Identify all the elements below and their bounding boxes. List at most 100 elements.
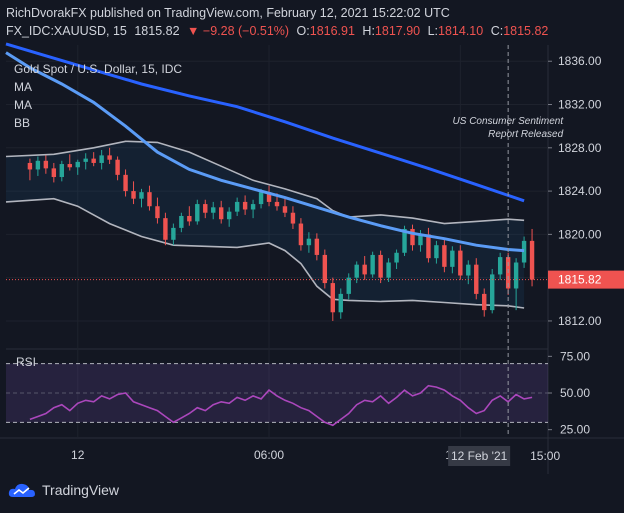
bb-fill	[6, 141, 525, 308]
candle-body	[67, 164, 72, 168]
candle-body	[378, 254, 383, 278]
candle-body	[131, 191, 136, 199]
legend-title: Gold Spot / U.S. Dollar, 15, IDC	[14, 62, 183, 76]
legend-ma-slow[interactable]: MA	[14, 98, 32, 112]
candle-body	[35, 160, 41, 170]
candle-body	[466, 264, 471, 276]
candle-body	[322, 254, 328, 284]
last-price: 1815.82	[134, 24, 180, 38]
rsi-tick-label: 50.00	[560, 386, 590, 400]
candle-body	[234, 201, 240, 212]
rsi-label: RSI	[16, 355, 36, 369]
candle-body	[402, 228, 407, 253]
candle-body	[458, 250, 463, 276]
candle-body	[163, 218, 168, 240]
open-value: 1816.91	[309, 24, 355, 38]
price-change: −9.28 (−0.51%)	[202, 24, 290, 38]
candle-body	[195, 204, 200, 222]
high-value: 1817.90	[374, 24, 421, 38]
candle-body	[346, 277, 351, 294]
candle-body	[418, 234, 423, 246]
candle-body	[513, 262, 519, 289]
candle-body	[274, 201, 280, 207]
candle-body	[226, 211, 232, 220]
candle-body	[298, 223, 304, 246]
candle-body	[115, 159, 120, 175]
current-price-tag-label: 1815.82	[558, 273, 602, 287]
candle-body	[529, 240, 535, 280]
tradingview-logo[interactable]: TradingView	[8, 482, 119, 498]
rsi-line	[29, 384, 533, 427]
candle-body	[91, 158, 96, 163]
ma-slow-line	[5, 42, 525, 203]
candle-body	[330, 283, 335, 313]
candle-body	[490, 274, 495, 311]
candle-body	[43, 160, 49, 169]
candle-body	[386, 262, 391, 278]
high-label: H:	[362, 24, 375, 38]
symbol-ohlc-bar: FX_IDC:XAUUSD, 15 1815.82 ▼ −9.28 (−0.51…	[6, 24, 552, 38]
candle-body	[219, 207, 224, 220]
candle-body	[250, 204, 256, 210]
publisher-line: RichDvorakFX published on TradingView.co…	[6, 6, 450, 20]
bb-upper-line	[5, 140, 525, 225]
candle-body	[426, 234, 431, 259]
close-value: 1815.82	[503, 24, 549, 38]
candle-body	[362, 264, 367, 275]
cursor-time-label: 15:00	[530, 449, 560, 463]
candle-body	[474, 264, 479, 294]
candle-body	[59, 164, 64, 178]
price-axis-background	[548, 45, 624, 475]
price-tick-label: 1836.00	[558, 54, 602, 68]
candle-body	[410, 228, 415, 246]
candle-body	[75, 161, 80, 168]
candle-body	[290, 212, 296, 224]
price-tick-label: 1824.00	[558, 184, 602, 198]
ma-fast-line	[5, 51, 525, 253]
candle-body	[370, 254, 375, 275]
candle-body	[211, 207, 216, 213]
candle-body	[155, 206, 160, 219]
legend-bb[interactable]: BB	[14, 116, 31, 130]
candle-body	[282, 206, 288, 213]
candle-body	[99, 155, 104, 163]
current-price-tag	[548, 270, 624, 289]
cloud-icon	[8, 483, 35, 497]
candle-body	[147, 192, 152, 207]
candle-body	[27, 162, 33, 170]
candle-body	[51, 168, 57, 178]
candle-body	[187, 215, 192, 222]
candle-body	[314, 238, 320, 255]
price-tick-label: 1820.00	[558, 227, 602, 241]
open-label: O:	[296, 24, 310, 38]
candle-body	[434, 245, 439, 259]
candle-body	[482, 293, 487, 311]
price-tick-label: 1828.00	[558, 141, 602, 155]
candle-body	[258, 192, 264, 205]
candle-body	[497, 257, 503, 275]
price-tick-label: 1812.00	[558, 314, 602, 328]
candle-body	[394, 252, 399, 263]
low-value: 1814.10	[438, 24, 484, 38]
rsi-tick-label: 75.00	[560, 349, 590, 363]
symbol-label[interactable]: FX_IDC:XAUUSD, 15	[6, 24, 127, 38]
down-arrow-icon: ▼	[187, 24, 200, 38]
candle-body	[83, 158, 88, 162]
low-label: L:	[427, 24, 439, 38]
brand-name: TradingView	[42, 482, 120, 498]
time-tick-label: 06:00	[254, 448, 284, 462]
candle-body	[171, 227, 176, 240]
legend-ma-fast[interactable]: MA	[14, 80, 32, 94]
annotation-text: US Consumer Sentiment	[453, 116, 565, 127]
candle-body	[139, 192, 144, 199]
candle-body	[521, 240, 527, 263]
rsi-band-fill	[6, 363, 548, 423]
bb-lower-line	[5, 197, 525, 309]
candle-body	[450, 250, 455, 267]
candle-body	[179, 215, 184, 228]
candle-body	[266, 192, 272, 202]
annotation-text: Report Released	[488, 129, 563, 140]
cursor-date-tag	[448, 446, 511, 466]
candle-body	[242, 201, 248, 210]
